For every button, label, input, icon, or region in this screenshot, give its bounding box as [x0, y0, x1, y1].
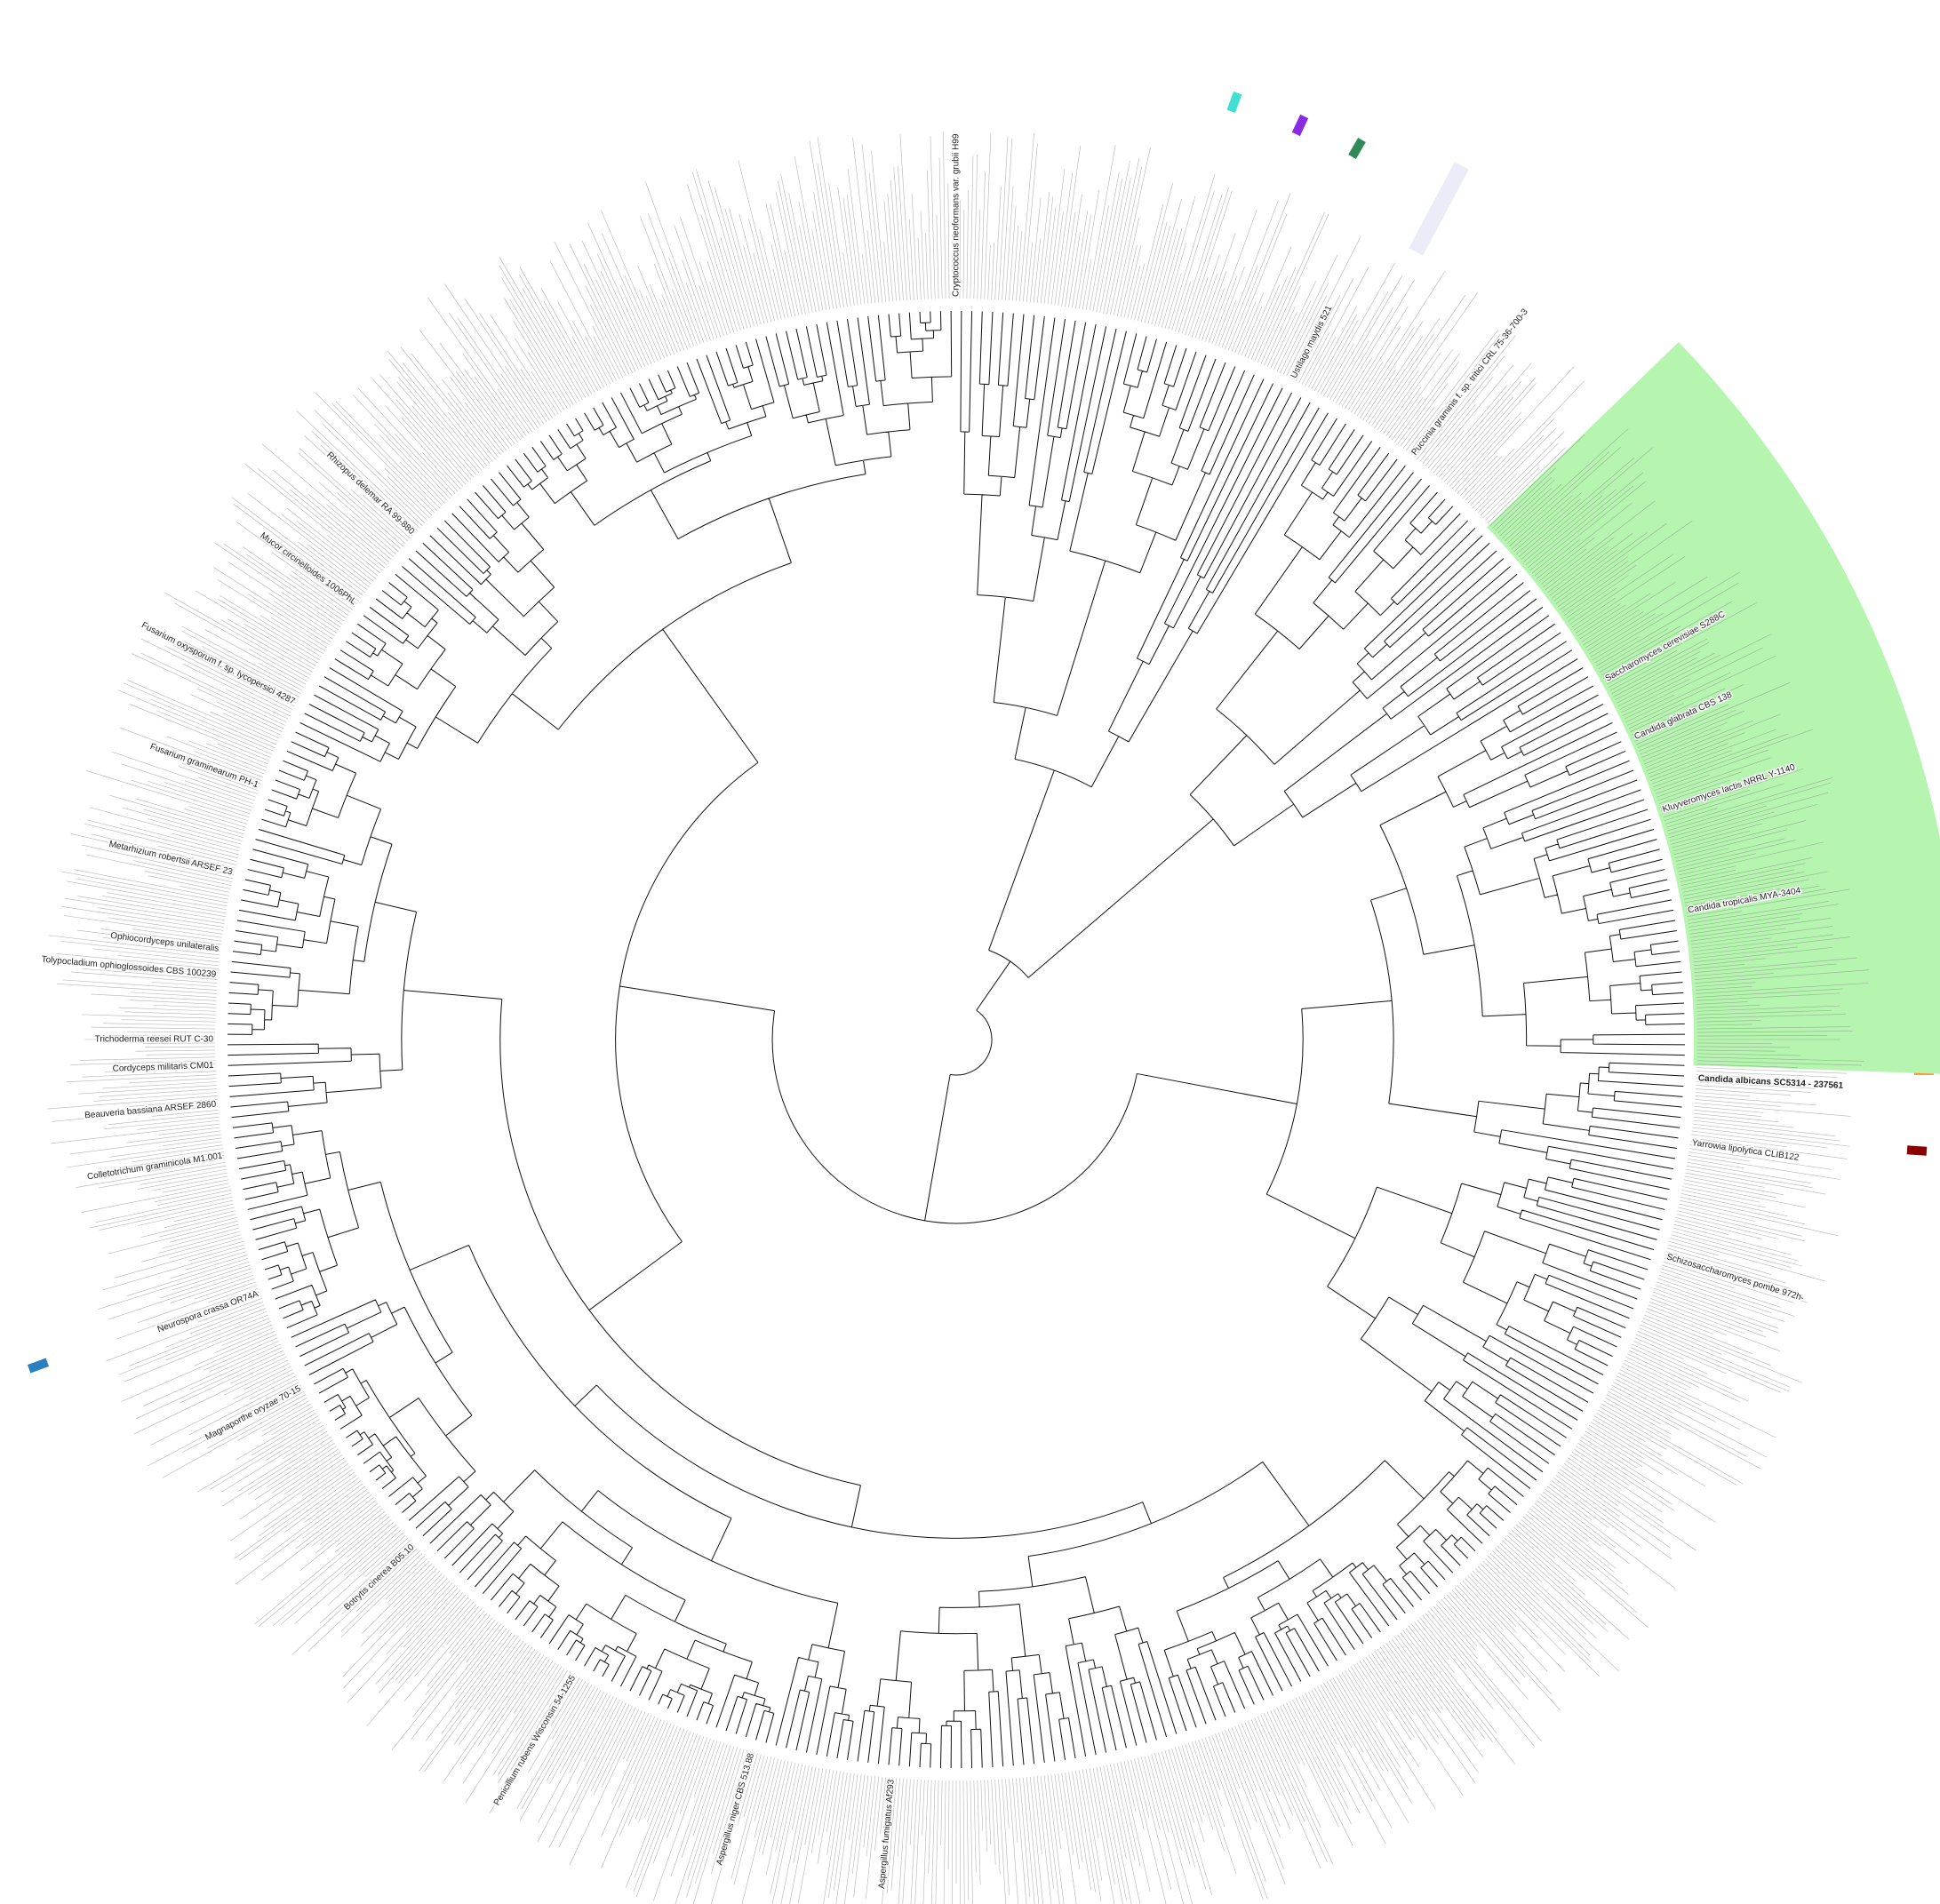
leaf-label: Ophiocordyceps unilateralis [110, 931, 220, 954]
label-ring [47, 131, 1869, 1904]
marker [1348, 137, 1366, 160]
tree-branches [228, 311, 1685, 1768]
leaf-label: Mucor circinelloides 1006PhL [259, 530, 358, 607]
leaf-label: Penicillium rubens Wisconsin 54-1255 [492, 1673, 579, 1807]
leaf-label: Candida albicans SC5314 - 237561 [1698, 1073, 1844, 1091]
marker [1226, 91, 1242, 114]
marker [1906, 1145, 1928, 1156]
leaf-label: Ustilago maydis 521 [1289, 304, 1335, 380]
highlight-band [1409, 162, 1469, 256]
leaf-label: Neurospora crassa OR74A [156, 1289, 260, 1335]
leaf-label: Tolypocladium ophioglossoides CBS 100239 [41, 955, 217, 980]
marker [27, 1358, 50, 1374]
marker [1291, 114, 1309, 137]
leaf-label: Beauveria bassiana ARSEF 2860 [84, 1099, 217, 1120]
leaf-label: Botrytis cinerea B05.10 [342, 1542, 416, 1613]
leaf-label: Schizosaccharomyces pombe 972h- [1665, 1252, 1805, 1303]
clade-highlight [1487, 342, 1940, 1074]
leaf-label: Yarrowia lipolytica CLIB122 [1691, 1138, 1800, 1163]
leaf-label: Aspergillus fumigatus Af293 [877, 1779, 897, 1889]
leaf-label: Trichoderma reesei RUT C-30 [95, 1035, 214, 1045]
leaf-label: Cryptococcus neoformans var. grubii H99 [952, 133, 962, 297]
